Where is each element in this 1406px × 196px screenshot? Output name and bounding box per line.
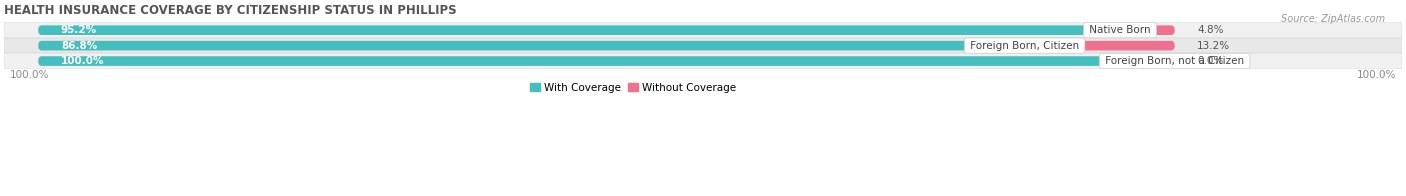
Bar	[4, 53, 1402, 69]
Bar	[4, 38, 1402, 53]
Text: 100.0%: 100.0%	[60, 56, 104, 66]
Text: 0.0%: 0.0%	[1198, 56, 1223, 66]
Text: Native Born: Native Born	[1085, 25, 1154, 35]
Text: 4.8%: 4.8%	[1198, 25, 1223, 35]
Text: 95.2%: 95.2%	[60, 25, 97, 35]
FancyBboxPatch shape	[38, 41, 1025, 50]
FancyBboxPatch shape	[38, 56, 1174, 66]
Legend: With Coverage, Without Coverage: With Coverage, Without Coverage	[526, 79, 741, 97]
Text: Foreign Born, Citizen: Foreign Born, Citizen	[967, 41, 1083, 51]
Text: HEALTH INSURANCE COVERAGE BY CITIZENSHIP STATUS IN PHILLIPS: HEALTH INSURANCE COVERAGE BY CITIZENSHIP…	[4, 4, 457, 17]
FancyBboxPatch shape	[1121, 25, 1174, 35]
Text: 86.8%: 86.8%	[60, 41, 97, 51]
Text: Source: ZipAtlas.com: Source: ZipAtlas.com	[1281, 14, 1385, 24]
FancyBboxPatch shape	[38, 25, 1174, 35]
Text: 13.2%: 13.2%	[1198, 41, 1230, 51]
FancyBboxPatch shape	[1025, 41, 1174, 50]
Text: 100.0%: 100.0%	[1357, 70, 1396, 80]
Text: Foreign Born, not a Citizen: Foreign Born, not a Citizen	[1102, 56, 1247, 66]
FancyBboxPatch shape	[38, 56, 1174, 66]
Bar	[4, 23, 1402, 38]
Text: 100.0%: 100.0%	[10, 70, 49, 80]
FancyBboxPatch shape	[38, 41, 1174, 50]
FancyBboxPatch shape	[38, 25, 1121, 35]
